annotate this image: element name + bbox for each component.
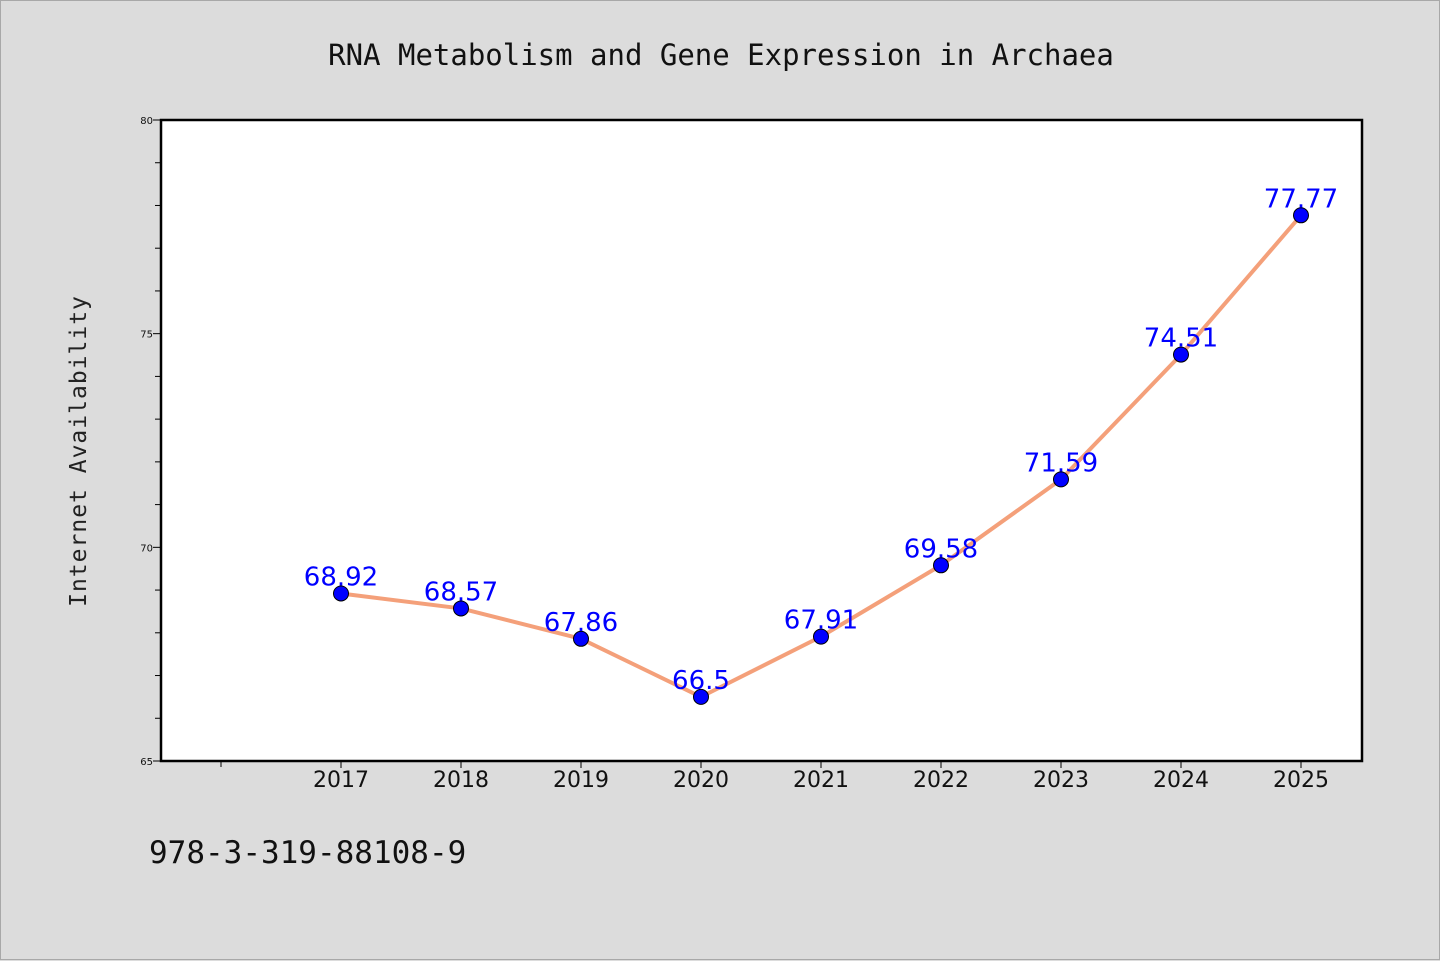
data-label: 71.59 xyxy=(1024,448,1098,478)
data-label: 66.5 xyxy=(672,666,730,696)
plot-area xyxy=(159,118,1364,763)
data-label: 69.58 xyxy=(904,534,978,564)
x-tick-label: 2025 xyxy=(1273,768,1329,793)
data-point xyxy=(1293,207,1309,224)
chart-title: RNA Metabolism and Gene Expression in Ar… xyxy=(328,38,1114,72)
data-point xyxy=(813,628,829,645)
y-tick-label: 75 xyxy=(140,330,153,341)
data-point xyxy=(693,688,709,705)
data-label: 67.91 xyxy=(784,606,858,636)
data-label: 67.86 xyxy=(544,608,618,638)
x-tick-label: 2017 xyxy=(313,768,369,793)
data-point xyxy=(333,585,349,602)
x-tick-label: 2024 xyxy=(1153,768,1209,793)
data-label: 68.57 xyxy=(424,577,498,607)
y-tick-label: 80 xyxy=(140,116,153,127)
axis-ticks: 65 70 75 80 2017 2018 2019 2020 2021 2022 2023 2024… xyxy=(140,116,1329,793)
data-point xyxy=(1173,346,1189,363)
isbn-label: 978-3-319-88108-9 xyxy=(149,835,467,871)
y-tick-label: 70 xyxy=(140,543,153,554)
y-tick-label: 65 xyxy=(140,757,153,768)
x-tick-label: 2019 xyxy=(553,768,609,793)
data-point xyxy=(573,630,589,647)
data-point xyxy=(933,557,949,574)
data-label: 74.51 xyxy=(1144,324,1218,354)
data-point xyxy=(1053,471,1069,488)
x-tick-label: 2023 xyxy=(1033,768,1089,793)
y-axis-label: Internet Availability xyxy=(66,295,92,607)
x-tick-label: 2018 xyxy=(433,768,489,793)
data-label: 68.92 xyxy=(304,562,378,592)
data-points: 68.92 68.57 67.86 66.5 67.91 69.58 71.59 74.51 7… xyxy=(304,184,1338,705)
data-point xyxy=(453,600,469,617)
x-tick-label: 2022 xyxy=(913,768,969,793)
data-label: 77.77 xyxy=(1264,184,1338,214)
x-tick-label: 2020 xyxy=(673,768,729,793)
x-tick-label: 2021 xyxy=(793,768,849,793)
